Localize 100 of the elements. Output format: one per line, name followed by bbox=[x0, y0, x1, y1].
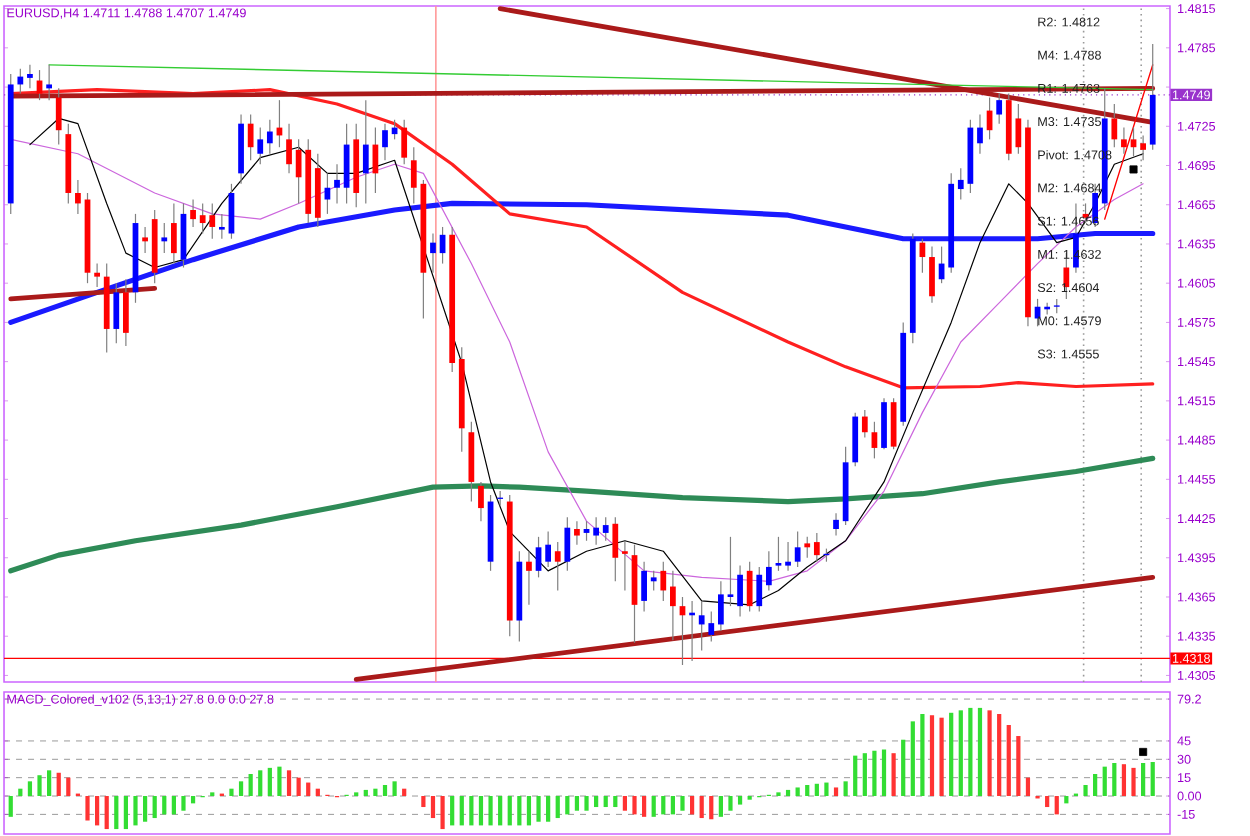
bar bbox=[1006, 725, 1011, 797]
bar bbox=[929, 715, 935, 797]
bar bbox=[133, 796, 138, 826]
bar bbox=[114, 796, 119, 830]
bar bbox=[152, 796, 157, 819]
candlestick bbox=[804, 536, 811, 559]
candlestick bbox=[266, 119, 273, 155]
bar bbox=[296, 777, 301, 797]
bar bbox=[853, 755, 858, 797]
bar bbox=[536, 796, 541, 822]
bar bbox=[546, 796, 551, 822]
candlestick bbox=[765, 550, 772, 592]
bar bbox=[430, 796, 436, 819]
candlestick bbox=[612, 516, 619, 582]
candlestick bbox=[410, 146, 417, 205]
bar bbox=[824, 782, 829, 797]
bar bbox=[613, 796, 618, 808]
candlestick bbox=[785, 541, 791, 572]
line-series bbox=[8, 455, 1156, 574]
candlestick bbox=[27, 64, 33, 89]
bar bbox=[306, 782, 311, 797]
bar bbox=[95, 796, 100, 826]
candlestick bbox=[1111, 103, 1118, 148]
candlestick bbox=[286, 123, 292, 174]
candlestick bbox=[401, 119, 408, 165]
candlestick bbox=[94, 262, 100, 288]
bar bbox=[267, 767, 272, 797]
candlestick bbox=[756, 566, 763, 612]
bar bbox=[1131, 767, 1136, 797]
bar bbox=[27, 781, 33, 797]
bar bbox=[402, 788, 407, 797]
bar bbox=[373, 788, 378, 797]
candlestick bbox=[660, 561, 667, 602]
bar bbox=[641, 796, 647, 817]
bar bbox=[526, 796, 532, 826]
bar bbox=[315, 788, 320, 797]
bar bbox=[1112, 762, 1117, 797]
candlestick bbox=[247, 113, 254, 161]
bar bbox=[920, 714, 925, 797]
bar bbox=[968, 707, 973, 797]
candlestick bbox=[929, 245, 935, 304]
bar bbox=[594, 796, 599, 808]
bar bbox=[469, 796, 474, 826]
bar bbox=[584, 796, 589, 811]
bar bbox=[958, 710, 963, 797]
bar bbox=[47, 770, 52, 797]
bar bbox=[1016, 736, 1021, 797]
candlestick bbox=[382, 123, 388, 161]
candlestick bbox=[218, 213, 225, 240]
bar bbox=[651, 796, 656, 817]
bar bbox=[574, 796, 580, 811]
bar bbox=[258, 770, 263, 797]
bar bbox=[785, 789, 791, 797]
bar bbox=[1102, 766, 1107, 797]
candlestick bbox=[142, 226, 148, 254]
bar bbox=[603, 796, 608, 808]
candlestick bbox=[727, 536, 734, 607]
bar bbox=[1150, 762, 1155, 797]
bar bbox=[382, 785, 388, 797]
bar bbox=[910, 721, 915, 797]
bar bbox=[181, 796, 186, 811]
candlestick bbox=[746, 561, 753, 612]
candlestick bbox=[46, 64, 52, 101]
candlestick bbox=[977, 113, 983, 155]
bar bbox=[162, 796, 167, 815]
candlestick bbox=[833, 512, 839, 537]
bar bbox=[949, 712, 954, 797]
bar bbox=[190, 796, 196, 804]
candlestick bbox=[881, 397, 887, 450]
bar bbox=[229, 788, 234, 797]
candlestick bbox=[996, 93, 1003, 125]
bar bbox=[862, 753, 867, 797]
candlestick bbox=[574, 520, 580, 546]
bar bbox=[718, 796, 723, 817]
candlestick bbox=[737, 565, 743, 618]
bar bbox=[728, 796, 733, 811]
bar bbox=[1064, 796, 1069, 804]
candlestick bbox=[794, 531, 801, 568]
bar bbox=[833, 787, 839, 797]
bar bbox=[795, 787, 800, 797]
bar bbox=[277, 766, 282, 797]
candlestick bbox=[161, 222, 168, 254]
bar bbox=[622, 796, 628, 811]
candlestick bbox=[775, 536, 782, 572]
candlestick bbox=[641, 561, 647, 612]
bar bbox=[1025, 777, 1031, 797]
bar bbox=[977, 707, 983, 797]
bar bbox=[689, 796, 695, 815]
candlestick bbox=[593, 516, 599, 546]
bar bbox=[709, 796, 714, 820]
bar bbox=[565, 796, 570, 815]
bar bbox=[1083, 785, 1088, 797]
candlestick bbox=[670, 570, 676, 641]
bar bbox=[1141, 762, 1146, 797]
bar bbox=[123, 796, 129, 830]
bar bbox=[85, 796, 90, 821]
bar bbox=[286, 770, 292, 797]
bar bbox=[498, 796, 503, 826]
bar bbox=[670, 796, 675, 815]
bar bbox=[392, 781, 397, 797]
